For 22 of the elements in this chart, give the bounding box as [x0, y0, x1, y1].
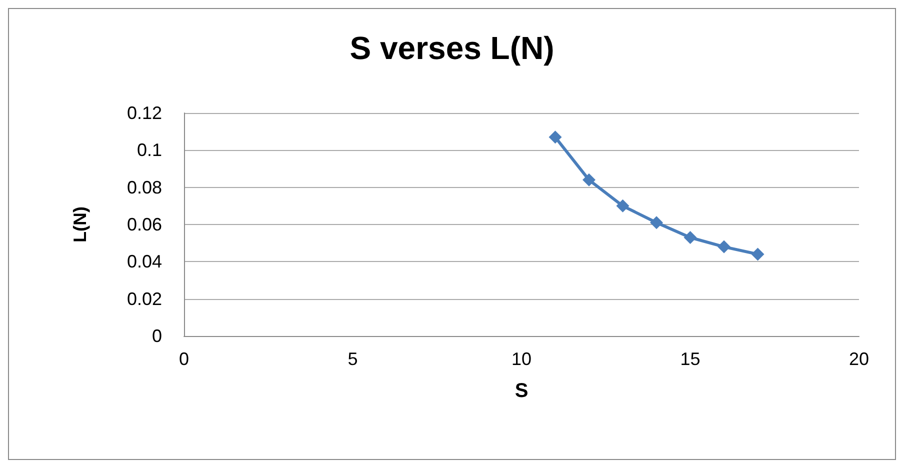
x-tick-label: 5	[348, 349, 358, 369]
point	[548, 130, 562, 144]
y-tick-label: 0.1	[136, 140, 162, 160]
y-tick-label: 0.06	[126, 214, 162, 234]
y-axis-title: L(N)	[70, 206, 90, 242]
x-tick-label: 20	[848, 349, 870, 369]
x-tick-label: 15	[680, 349, 700, 369]
y-tick-label: 0.02	[126, 288, 162, 309]
chart-title: S verses L(N)	[350, 30, 554, 66]
point	[582, 173, 596, 186]
point	[650, 216, 663, 230]
y-tick-label: 0.08	[126, 177, 162, 198]
point	[616, 199, 630, 212]
y-tick-label: 0.12	[126, 103, 162, 123]
x-tick-label: 10	[511, 349, 532, 369]
point	[684, 231, 697, 244]
point	[751, 248, 764, 261]
x-axis-title: S	[514, 380, 528, 402]
y-tick-label: 0.04	[126, 252, 162, 272]
x-tick-label: 0	[178, 349, 190, 369]
y-tick-label: 0	[152, 326, 162, 346]
point	[718, 240, 730, 254]
